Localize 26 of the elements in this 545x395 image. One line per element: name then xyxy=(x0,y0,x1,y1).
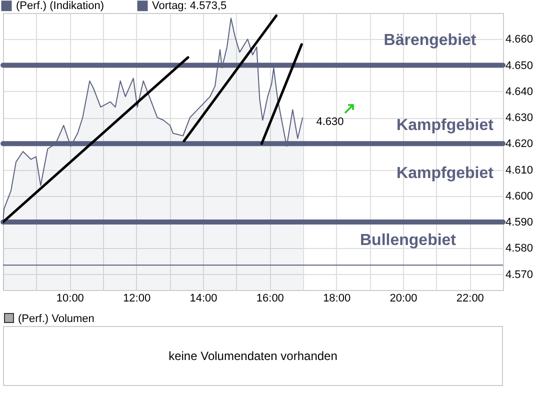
annotation: 4.630 xyxy=(316,116,344,128)
x-tick-label: 14:00 xyxy=(190,292,218,304)
x-tick-label: 22:00 xyxy=(456,292,484,304)
y-tick-label: 4.570 xyxy=(506,268,534,281)
annotation: Kampfgebiet xyxy=(396,117,494,134)
annotation: Kampfgebiet xyxy=(396,165,494,182)
y-tick-label: 4.580 xyxy=(506,242,534,255)
x-tick-label: 16:00 xyxy=(256,292,284,304)
legend-label: (Perf.) (Indikation) xyxy=(16,0,104,12)
y-tick-label: 4.660 xyxy=(506,34,534,46)
annotation: Bullengebiet xyxy=(360,232,457,249)
y-tick-label: 4.590 xyxy=(506,216,534,229)
x-tick-label: 12:00 xyxy=(123,292,151,304)
legend-label: Vortag: 4.573,5 xyxy=(152,0,227,12)
x-tick-label: 18:00 xyxy=(323,292,351,304)
y-tick-label: 4.620 xyxy=(506,138,534,150)
y-tick-label: 4.610 xyxy=(506,164,534,176)
x-tick-label: 20:00 xyxy=(390,292,418,304)
x-tick-label: 10:00 xyxy=(56,292,84,304)
annotation: Bärengebiet xyxy=(384,32,477,49)
y-tick-label: 4.600 xyxy=(506,190,534,202)
y-tick-label: 4.630 xyxy=(506,112,534,124)
text: keine Volumendaten vorhanden xyxy=(168,349,338,363)
y-tick-label: 4.640 xyxy=(506,86,534,98)
y-tick-label: 4.650 xyxy=(506,60,534,72)
text: (Perf.) Volumen xyxy=(17,313,94,325)
